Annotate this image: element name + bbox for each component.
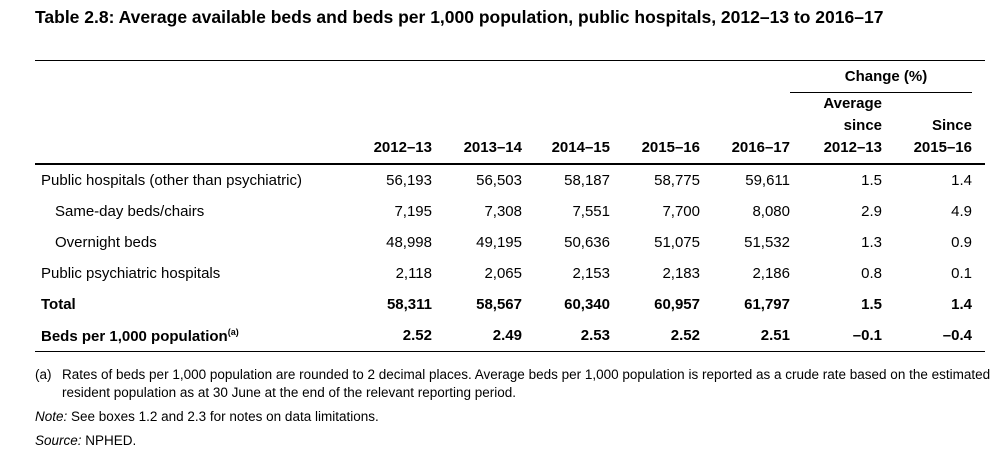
col-header: 2012–13 [345, 93, 432, 165]
table-cell: 0.9 [951, 234, 972, 251]
footnote-ref: (a) [227, 326, 239, 337]
table-cell: 59,611 [745, 172, 790, 189]
table-row: Same-day beds/chairs 7,195 7,308 7,551 7,700… [35, 196, 985, 227]
row-label: Public hospitals (other than psychiatric… [41, 172, 302, 189]
table-cell: 2.9 [861, 203, 882, 220]
table-cell: 51,075 [654, 234, 700, 251]
col-header: 2013–14 [432, 93, 522, 165]
table-cell: 7,551 [572, 203, 610, 220]
table-row: Overnight beds 48,998 49,195 50,636 51,075 51… [35, 227, 985, 258]
table-row: Total 58,311 58,567 60,340 60,957 61,797 1.5 1.… [35, 289, 985, 320]
table-cell: 2,118 [395, 265, 432, 282]
table-cell: 51,532 [744, 234, 790, 251]
table-cell: –0.1 [790, 320, 882, 352]
table-cell: 58,187 [564, 172, 610, 189]
row-label: Same-day beds/chairs [55, 203, 205, 220]
table-cell: 56,193 [386, 172, 432, 189]
table-cell: 2,183 [662, 265, 700, 282]
col-header: 2016–17 [700, 93, 790, 165]
table-cell: 7,195 [394, 203, 432, 220]
table-cell: 8,080 [752, 203, 790, 220]
footnote-a: (a) Rates of beds per 1,000 population ar… [35, 367, 991, 400]
table-cell: 1.5 [861, 172, 882, 189]
table-cell: 58,775 [654, 172, 700, 189]
table-cell: 1.5 [861, 296, 882, 313]
source: Source: NPHED. [35, 433, 137, 448]
row-label: Beds per 1,000 population(a) [35, 320, 345, 352]
row-label: Total [41, 296, 76, 313]
table-cell: 60,957 [654, 296, 700, 313]
table-cell: 1.4 [951, 296, 972, 313]
table-cell: 2.52 [345, 320, 432, 352]
table-cell: 56,503 [476, 172, 522, 189]
col-header: 2014–15 [522, 93, 610, 165]
table-cell: 2.51 [700, 320, 790, 352]
table-cell: 50,636 [564, 234, 610, 251]
table-cell: –0.4 [882, 320, 985, 352]
row-label: Public psychiatric hospitals [41, 265, 221, 282]
table-cell: 2.49 [432, 320, 522, 352]
table-cell: 7,700 [662, 203, 700, 220]
table-cell: 2,186 [752, 265, 790, 282]
note: Note: See boxes 1.2 and 2.3 for notes on… [35, 409, 379, 424]
table-cell: 2.53 [522, 320, 610, 352]
table-row: Public hospitals (other than psychiatric… [35, 164, 985, 196]
table-cell: 60,340 [564, 296, 610, 313]
table-cell: 49,195 [476, 234, 522, 251]
table-cell: 58,567 [476, 296, 522, 313]
table-cell: 48,998 [386, 234, 432, 251]
table-cell: 2.52 [610, 320, 700, 352]
table-row: Public psychiatric hospitals 2,118 2,065 2,… [35, 258, 985, 289]
table-cell: 61,797 [744, 296, 790, 313]
change-group-header: Change (%) [790, 61, 972, 93]
notes: (a) Rates of beds per 1,000 population ar… [35, 366, 995, 450]
table-cell: 7,308 [484, 203, 522, 220]
beds-table: Change (%) 2012–13 2013–14 2014–15 2015–… [35, 60, 985, 352]
table-cell: 1.3 [861, 234, 882, 251]
col-header-average-since: Average since 2012–13 [790, 93, 882, 165]
table-title: Table 2.8: Average available beds and be… [35, 7, 884, 27]
col-header-since: Since 2015–16 [882, 93, 985, 165]
table-cell: 0.8 [861, 265, 882, 282]
table-row: Beds per 1,000 population(a) 2.52 2.49 2.53… [35, 320, 985, 352]
table-cell: 0.1 [951, 265, 972, 282]
row-label: Overnight beds [55, 234, 157, 251]
table-cell: 4.9 [951, 203, 972, 220]
table-cell: 2,065 [484, 265, 522, 282]
table-cell: 2,153 [572, 265, 610, 282]
table-cell: 58,311 [386, 296, 432, 313]
col-header: 2015–16 [610, 93, 700, 165]
table-cell: 1.4 [951, 172, 972, 189]
